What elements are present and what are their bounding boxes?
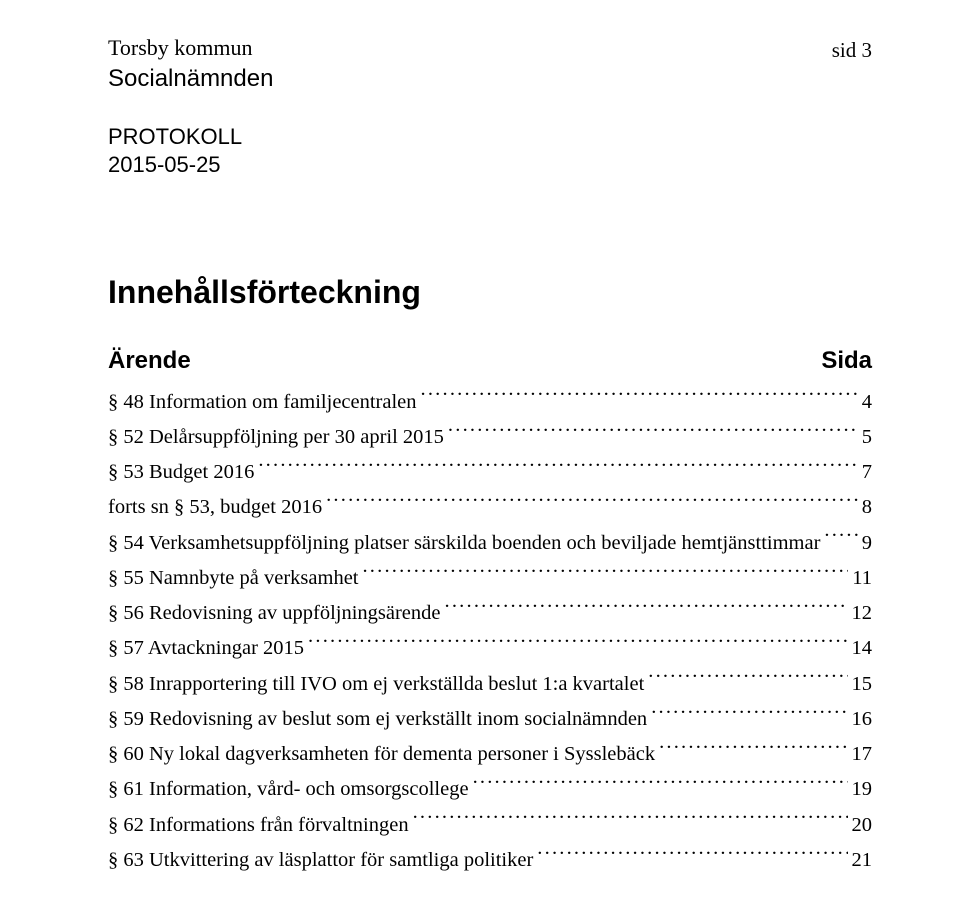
header-row: Torsby kommun Socialnämnden sid 3 [108,34,872,94]
toc-entry: § 55 Namnbyte på verksamhet 11 [108,561,872,596]
toc-entry-label: § 60 Ny lokal dagverksamheten för dement… [108,737,659,772]
toc-entry: § 52 Delårsuppföljning per 30 april 2015… [108,420,872,455]
toc-entry-label: § 62 Informations från förvaltningen [108,808,413,843]
toc-header: Ärende Sida [108,347,872,375]
toc-entry-label: § 55 Namnbyte på verksamhet [108,561,362,596]
toc-title: Innehållsförteckning [108,274,872,311]
toc-entry-page: 8 [858,490,872,525]
toc-header-left: Ärende [108,347,191,375]
toc-entry-label: § 52 Delårsuppföljning per 30 april 2015 [108,420,448,455]
toc-entry-page: 16 [848,702,873,737]
toc-entry: § 60 Ny lokal dagverksamheten för dement… [108,737,872,772]
toc-entry: § 48 Information om familjecentralen 4 [108,385,872,420]
toc-entry-page: 21 [848,843,873,878]
toc-entry-page: 7 [858,455,872,490]
doc-date: 2015-05-25 [108,152,872,178]
toc-entry-label: § 56 Redovisning av uppföljningsärende [108,596,445,631]
toc-entry-label: § 48 Information om familjecentralen [108,385,421,420]
toc-entry: § 58 Inrapportering till IVO om ej verks… [108,667,872,702]
toc-leader [421,387,858,408]
toc-leader [445,599,848,620]
toc-body: § 48 Information om familjecentralen4§ 5… [108,385,872,879]
page-number: sid 3 [832,34,872,63]
page: Torsby kommun Socialnämnden sid 3 PROTOK… [0,0,960,918]
toc-leader [448,422,858,443]
toc-entry-page: 4 [858,385,872,420]
org-name: Torsby kommun [108,34,273,62]
toc-leader [824,528,857,549]
header-left: Torsby kommun Socialnämnden [108,34,273,94]
toc-entry: § 61 Information, vård- och omsorgscolle… [108,772,872,807]
toc-entry-label: § 54 Verksamhetsuppföljning platser särs… [108,526,824,561]
toc-leader [258,458,857,479]
toc-entry-label: § 61 Information, vård- och omsorgscolle… [108,772,473,807]
toc-entry-label: forts sn § 53, budget 2016 [108,490,326,525]
toc-entry: § 57 Avtackningar 2015 14 [108,631,872,666]
toc-entry-page: 20 [848,808,873,843]
toc-entry-page: 14 [848,631,873,666]
toc-entry: § 56 Redovisning av uppföljningsärende 12 [108,596,872,631]
toc-leader [651,704,847,725]
toc-entry: § 54 Verksamhetsuppföljning platser särs… [108,526,872,561]
toc-entry-page: 12 [848,596,873,631]
toc-entry: forts sn § 53, budget 2016 8 [108,490,872,525]
toc-entry-label: § 59 Redovisning av beslut som ej verkst… [108,702,651,737]
toc-leader [308,634,847,655]
toc-entry-label: § 58 Inrapportering till IVO om ej verks… [108,667,648,702]
toc-entry-label: § 53 Budget 2016 [108,455,258,490]
toc-leader [659,740,847,761]
toc-leader [473,775,848,796]
toc-entry-page: 15 [848,667,873,702]
toc-entry: § 63 Utkvittering av läsplattor för samt… [108,843,872,878]
subunit-name: Socialnämnden [108,64,273,94]
doc-type: PROTOKOLL [108,124,872,150]
toc-entry: § 62 Informations från förvaltningen 20 [108,808,872,843]
toc-entry-page: 5 [858,420,872,455]
toc-leader [413,810,848,831]
toc-entry-label: § 57 Avtackningar 2015 [108,631,308,666]
toc-entry-page: 17 [848,737,873,772]
toc-leader [326,493,858,514]
toc-leader [362,563,848,584]
toc-header-right: Sida [821,347,872,375]
toc-entry: § 53 Budget 2016 7 [108,455,872,490]
toc-entry-label: § 63 Utkvittering av läsplattor för samt… [108,843,537,878]
toc-leader [648,669,847,690]
toc-entry-page: 11 [848,561,872,596]
toc-entry: § 59 Redovisning av beslut som ej verkst… [108,702,872,737]
toc-entry-page: 9 [858,526,872,561]
toc-entry-page: 19 [848,772,873,807]
